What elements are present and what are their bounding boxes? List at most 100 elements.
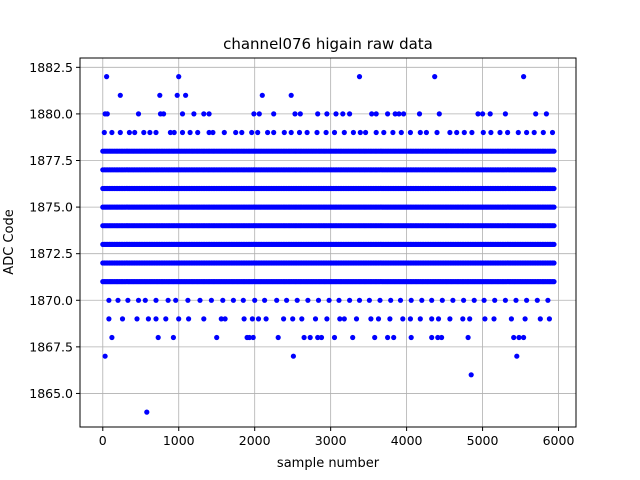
data-point	[176, 74, 182, 80]
data-point	[465, 334, 471, 341]
x-tick-label: 5000	[467, 433, 499, 448]
data-point	[109, 334, 115, 341]
data-point	[171, 129, 177, 136]
data-point	[153, 129, 159, 136]
data-point	[408, 297, 414, 303]
data-point	[521, 74, 527, 80]
data-point	[324, 316, 330, 322]
data-point	[447, 129, 453, 136]
data-point	[340, 111, 346, 117]
data-point	[333, 111, 339, 117]
data-point	[271, 111, 277, 117]
data-point	[109, 129, 115, 136]
data-point	[102, 353, 108, 359]
data-point	[290, 353, 296, 359]
data-point	[471, 297, 477, 303]
data-point	[401, 111, 407, 117]
data-point	[201, 316, 207, 322]
data-point	[487, 111, 493, 117]
data-point	[281, 129, 287, 136]
y-tick-label: 1865.0	[29, 386, 73, 401]
data-point	[357, 129, 363, 136]
data-point	[262, 297, 268, 303]
data-point	[347, 111, 353, 117]
data-point	[323, 129, 329, 136]
data-point	[263, 316, 269, 322]
data-point	[185, 297, 191, 303]
data-point	[377, 297, 383, 303]
data-point	[491, 316, 497, 322]
data-point	[432, 74, 438, 80]
data-point	[392, 111, 398, 117]
data-point	[366, 297, 372, 303]
data-point	[331, 129, 338, 136]
data-point	[104, 74, 110, 80]
data-point	[176, 316, 182, 322]
data-point	[252, 297, 258, 303]
data-point	[331, 334, 338, 341]
data-point	[460, 316, 466, 322]
data-point	[115, 297, 121, 303]
data-point	[222, 316, 228, 322]
data-point	[461, 129, 467, 136]
data-point	[284, 297, 290, 303]
data-point	[368, 316, 374, 322]
data-point	[233, 129, 239, 136]
data-point	[497, 129, 503, 136]
data-point	[125, 297, 131, 303]
data-point	[220, 297, 226, 303]
data-point	[429, 316, 435, 322]
data-point	[369, 111, 375, 117]
data-point	[549, 129, 556, 136]
data-point	[255, 316, 262, 322]
data-point	[305, 297, 311, 303]
data-point	[475, 111, 481, 117]
data-point	[214, 334, 220, 341]
data-point	[301, 334, 307, 341]
data-point	[436, 111, 442, 117]
y-axis-label: ADC Code	[2, 209, 17, 274]
data-point	[230, 297, 236, 303]
data-point	[398, 129, 404, 136]
data-point	[117, 129, 123, 136]
data-point	[135, 111, 142, 117]
data-point	[391, 334, 397, 341]
y-tick-label: 1870.0	[29, 293, 73, 308]
data-point	[255, 129, 261, 136]
data-point	[250, 334, 256, 341]
data-point	[147, 129, 153, 136]
data-point	[296, 129, 303, 136]
data-point	[435, 316, 442, 322]
data-point	[239, 129, 245, 136]
data-point	[533, 111, 539, 117]
data-point	[246, 334, 252, 341]
data-point	[353, 316, 360, 322]
data-point	[416, 111, 423, 117]
data-point	[315, 297, 322, 303]
data-point	[157, 92, 163, 98]
data-point	[515, 129, 521, 136]
data-point	[341, 316, 347, 322]
data-point	[142, 297, 148, 303]
y-tick-label: 1877.5	[29, 153, 73, 168]
axes: 0 1000 2000 3000 4000 5000 6000 1865.0 1867.5 187…	[29, 57, 577, 448]
data-point	[480, 129, 486, 136]
data-point	[505, 129, 511, 136]
x-tick-label: 0	[99, 433, 107, 448]
data-point	[551, 223, 557, 229]
data-point	[521, 334, 527, 341]
data-point	[543, 111, 550, 117]
data-point	[341, 129, 347, 136]
data-point	[163, 316, 169, 322]
data-point	[326, 297, 332, 303]
data-point	[271, 129, 277, 136]
data-point	[373, 111, 379, 117]
data-point	[134, 316, 140, 322]
data-point	[119, 316, 126, 322]
data-point	[206, 129, 212, 136]
data-point	[372, 334, 378, 341]
data-point	[482, 316, 488, 322]
data-point	[101, 129, 107, 136]
data-point	[241, 316, 247, 322]
